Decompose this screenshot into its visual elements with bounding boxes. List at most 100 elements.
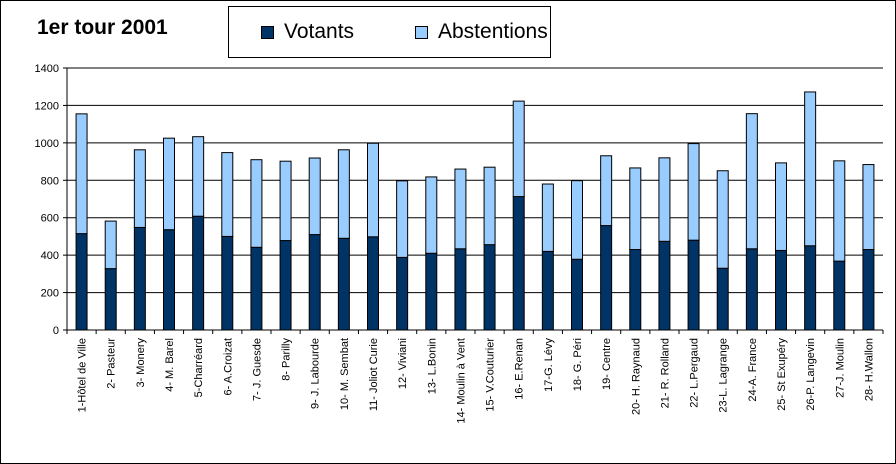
plot-background [67,68,883,330]
x-tick-label: 8- Parilly [281,338,293,381]
x-tick-label: 14- Moulin à Vent [455,338,467,424]
legend-label-abstentions: Abstentions [438,20,548,43]
y-tick-label: 600 [41,213,59,225]
chart-title: 1er tour 2001 [37,16,168,39]
x-tick-label: 6- A.Croizat [222,338,234,395]
legend-label-votants: Votants [284,20,355,43]
bar-abstentions [833,160,846,262]
bar-votants [454,248,467,331]
bar-abstentions [775,162,787,251]
bar-votants [512,196,525,331]
bar-abstentions [658,157,671,242]
legend-swatch-abstentions [415,25,428,39]
bar-votants [775,249,787,331]
bar-abstentions [571,180,583,260]
bar-votants [425,252,438,331]
x-tick-label: 21- R. Rolland [659,338,671,408]
bar-abstentions [425,176,438,254]
x-tick-label: 12- Viviani [397,338,409,389]
bar-abstentions [483,166,496,246]
x-tick-label: 24-A. France [747,338,759,402]
bar-votants [862,249,875,331]
legend-item-abstentions: Abstentions [415,20,548,43]
y-tick-label: 1000 [35,138,59,150]
bar-votants [367,236,379,331]
x-tick-label: 11- Joliot Curie [368,338,380,411]
legend: Votants Abstentions [228,6,551,58]
x-tick-label: 4- M. Barel [164,338,176,392]
bar-abstentions [163,137,175,231]
bar-votants [745,248,758,331]
legend-item-votants: Votants [261,20,355,43]
bar-abstentions [745,113,758,250]
bar-votants [337,237,350,331]
bar-votants [250,246,263,331]
bar-votants [571,258,583,331]
bar-abstentions [133,149,146,228]
bar-abstentions [804,91,817,247]
bar-votants [396,256,409,331]
bar-abstentions [337,149,350,239]
bar-votants [687,239,700,331]
bar-abstentions [367,142,379,238]
x-tick-label: 27-J. Moulin [834,338,846,398]
bar-votants [133,226,146,331]
bar-abstentions [541,183,554,252]
x-tick-label: 1-Hôtel de Ville [77,338,89,412]
bar-votants [541,250,554,331]
x-tick-label: 5-Charréard [193,338,205,397]
bar-votants [483,244,496,331]
x-tick-label: 3- Monery [135,338,147,388]
bar-abstentions [687,143,700,241]
y-tick-label: 1400 [35,63,59,75]
y-tick-label: 1200 [35,100,59,112]
x-tick-label: 7- J. Guesde [251,338,263,401]
bar-votants [192,215,205,331]
x-tick-label: 15- V.Couturier [485,338,497,412]
y-tick-label: 400 [41,250,59,262]
bar-abstentions [512,100,525,198]
x-tick-label: 17-G. Lévy [543,338,555,392]
bar-votants [308,234,321,331]
bar-abstentions [862,164,875,251]
bar-votants [804,245,817,331]
x-tick-label: 2- Pasteur [106,338,118,389]
bar-votants [716,267,729,331]
x-tick-label: 16- E.Renan [514,338,526,400]
bar-abstentions [396,180,409,258]
x-tick-label: 23-L. Lagrange [718,338,730,413]
bar-votants [221,235,234,331]
bar-abstentions [629,167,642,251]
x-tick-label: 20- H. Raynaud [630,338,642,415]
y-tick-label: 0 [53,325,59,337]
bar-votants [629,249,642,331]
x-tick-label: 19- Centre [601,338,613,390]
x-tick-label: 26-P. Langevin [805,338,817,411]
bar-votants [279,240,292,331]
bar-abstentions [221,152,234,237]
x-tick-label: 9- J. Labourde [310,338,322,409]
bar-abstentions [250,159,263,248]
bar-abstentions [279,160,292,242]
bar-votants [104,268,117,331]
legend-swatch-votants [261,25,274,39]
y-tick-label: 800 [41,175,59,187]
bar-votants [75,233,88,331]
bar-abstentions [75,113,88,235]
x-tick-label: 22- L.Pergaud [689,338,701,408]
x-tick-label: 28- H.Wallon [863,338,875,401]
y-tick-label: 200 [41,288,59,300]
bar-votants [163,229,175,331]
bar-abstentions [600,155,613,227]
bar-abstentions [104,220,117,270]
x-tick-label: 18- G. Péri [572,338,584,391]
bar-abstentions [308,157,321,236]
bar-votants [600,225,613,331]
bar-votants [658,240,671,331]
x-tick-label: 25- St Exupéry [776,338,788,411]
bar-abstentions [192,136,205,217]
bar-abstentions [454,168,467,250]
bar-votants [833,260,846,331]
